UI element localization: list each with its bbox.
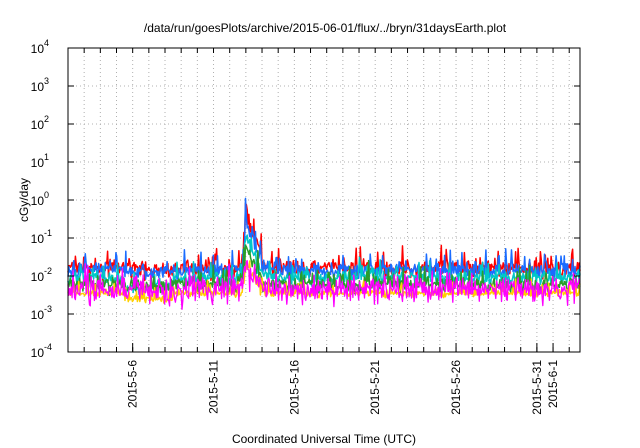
y-tick-label: 10 (31, 308, 45, 322)
x-tick-label: 2015-5-26 (449, 360, 463, 415)
y-tick-exponent: 4 (44, 38, 49, 48)
y-tick-exponent: -1 (44, 228, 52, 238)
y-tick-exponent: -4 (44, 342, 52, 352)
x-axis: 2015-5-6 2015-5-11 2015-5-16 2015-5-21 2015-… (83, 48, 570, 415)
x-tick-label: 2015-5-16 (287, 360, 301, 415)
grid (68, 48, 580, 352)
x-tick-label: 2015-5-11 (207, 360, 221, 414)
y-tick-label: 10 (31, 118, 45, 132)
series-line-2 (67, 197, 581, 282)
y-tick-exponent: 0 (44, 190, 49, 200)
series-layer (67, 197, 581, 310)
y-tick-label: 10 (31, 194, 45, 208)
y-tick-exponent: -2 (44, 266, 52, 276)
y-tick-exponent: 3 (44, 76, 49, 86)
y-tick-label: 10 (31, 346, 45, 360)
x-tick-label: 2015-5-31 (530, 360, 544, 415)
x-tick-label: 2015-5-6 (126, 360, 140, 408)
y-tick-label: 10 (31, 80, 45, 94)
y-tick-label: 10 (31, 232, 45, 246)
y-tick-label: 10 (31, 42, 45, 56)
y-tick-exponent: 2 (44, 114, 49, 124)
x-tick-label: 2015-5-21 (368, 360, 382, 415)
y-tick-exponent: 1 (44, 152, 49, 162)
y-axis-label: cGy/day (17, 178, 31, 222)
y-tick-exponent: -3 (44, 304, 52, 314)
chart-title: /data/run/goesPlots/archive/2015-06-01/f… (144, 21, 507, 35)
y-tick-label: 10 (31, 156, 45, 170)
series-line-6 (67, 260, 581, 310)
y-tick-label: 10 (31, 270, 45, 284)
x-tick-label: 2015-6-1 (546, 360, 560, 408)
x-axis-label: Coordinated Universal Time (UTC) (232, 432, 416, 446)
